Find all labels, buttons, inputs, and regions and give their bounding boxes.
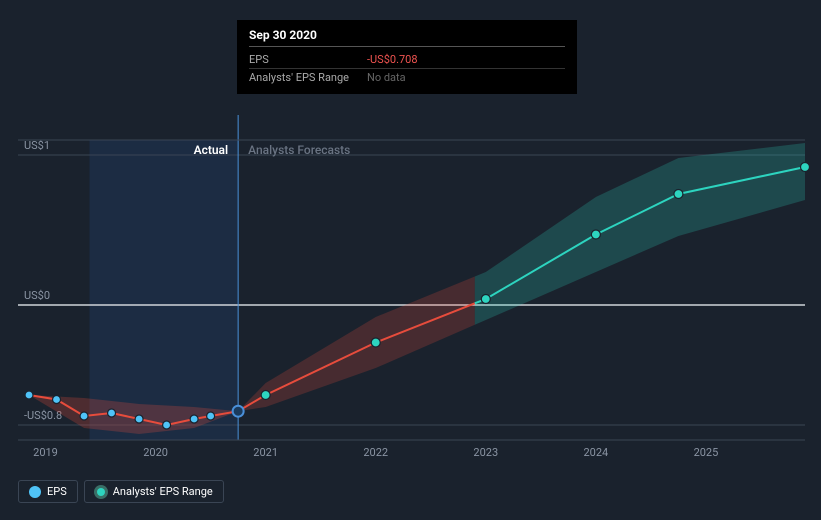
svg-text:2023: 2023 [473, 446, 498, 459]
legend: EPS Analysts' EPS Range [18, 480, 224, 503]
tooltip-row-value: -US$0.708 [367, 53, 418, 66]
legend-label: EPS [47, 485, 67, 498]
tooltip-row-label: Analysts' EPS Range [249, 71, 367, 84]
legend-swatch-eps [29, 486, 41, 498]
svg-text:2019: 2019 [33, 446, 58, 459]
legend-item-eps[interactable]: EPS [18, 480, 78, 503]
legend-label: Analysts' EPS Range [113, 485, 213, 498]
svg-text:Actual: Actual [194, 143, 229, 157]
tooltip: Sep 30 2020 EPS -US$0.708 Analysts' EPS … [237, 20, 577, 94]
svg-text:2020: 2020 [143, 446, 168, 459]
tooltip-row-label: EPS [249, 53, 367, 66]
legend-item-range[interactable]: Analysts' EPS Range [84, 480, 224, 503]
tooltip-row-eps: EPS -US$0.708 [249, 51, 565, 69]
svg-text:US$1: US$1 [24, 139, 50, 152]
eps-chart: { "chart": { "type": "line-with-range", … [0, 0, 821, 520]
legend-swatch-range [97, 488, 105, 496]
svg-text:2021: 2021 [253, 446, 278, 459]
svg-text:Analysts Forecasts: Analysts Forecasts [248, 143, 350, 157]
tooltip-row-range: Analysts' EPS Range No data [249, 69, 565, 86]
svg-text:2022: 2022 [363, 446, 388, 459]
tooltip-date: Sep 30 2020 [249, 28, 565, 47]
svg-text:2024: 2024 [583, 446, 608, 459]
svg-text:US$0: US$0 [24, 289, 50, 302]
svg-text:2025: 2025 [694, 446, 719, 459]
tooltip-row-value: No data [367, 71, 406, 84]
